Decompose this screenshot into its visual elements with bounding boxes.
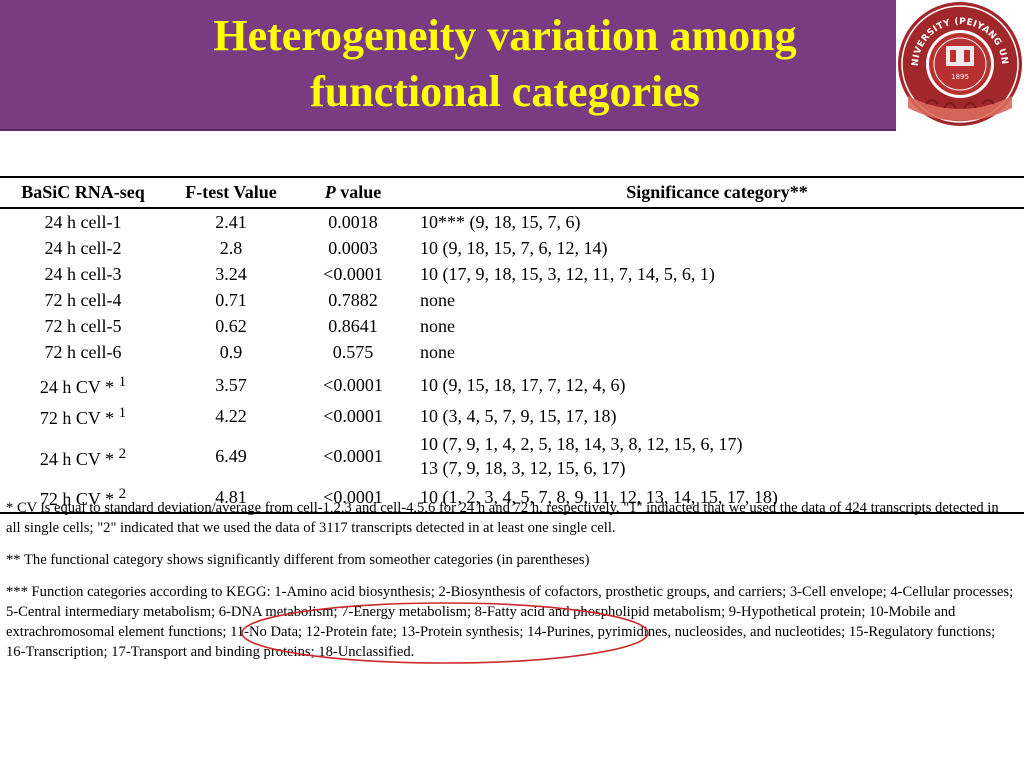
table-row: 24 h cell-1 2.41 0.0018 10*** (9, 18, 15… [0,208,1024,235]
footnote-cv: * CV is equal to standard deviation/aver… [6,500,999,536]
table-row: 24 h CV * 1 3.57 <0.0001 10 (9, 15, 18, … [0,365,1024,400]
svg-text:1895: 1895 [951,73,969,81]
row-p-value: 0.0003 [328,238,378,258]
row-p-value: 0.575 [332,342,374,362]
row-significance: none [420,316,455,336]
header-p-letter: P [324,182,336,202]
row-name: 24 h cell-3 [44,264,122,284]
table-row: 72 h CV * 2 4.81 <0.0001 10 (1, 2, 3, 4,… [0,481,1024,514]
row-f-value: 6.49 [215,446,247,466]
row-name-sup: 1 [118,405,127,421]
row-name-sup: 2 [118,445,127,462]
row-significance: none [420,290,455,310]
row-significance-line-2: 13 (7, 9, 18, 3, 12, 15, 6, 17) [420,458,626,478]
title-banner [0,0,896,131]
row-p-value: <0.0001 [323,264,383,284]
table-row: 24 h CV * 2 6.49 <0.0001 10 (7, 9, 1, 4,… [0,431,1024,481]
table-row: 72 h cell-5 0.62 0.8641 none [0,313,1024,339]
highlight-ellipse [241,602,649,664]
title-line-1: Heterogeneity variation among [213,11,797,60]
header-f-test: F-test Value [166,176,296,209]
row-significance: 10 (3, 4, 5, 7, 9, 15, 17, 18) [420,405,617,426]
row-name: 24 h cell-2 [44,238,122,258]
title-line-2: functional categories [310,67,700,116]
row-significance: 10 (1, 2, 3, 4, 5, 7, 8, 9, 11, 12, 13, … [410,481,1024,514]
row-f-value: 4.81 [166,481,296,514]
footnotes: * CV is equal to standard deviation/aver… [6,498,1016,662]
row-significance: 10 (7, 9, 1, 4, 2, 5, 18, 14, 3, 8, 12, … [410,431,1024,481]
table-row: 24 h cell-2 2.8 0.0003 10 (9, 18, 15, 7,… [0,235,1024,261]
header-significance: Significance category** [410,176,1024,209]
row-name: 72 h cell-6 [44,342,122,362]
row-significance: 10 (17, 9, 18, 15, 3, 12, 11, 7, 14, 5, … [420,264,715,284]
row-p-value: 0.8641 [328,316,378,336]
row-f-value: 2.8 [219,238,243,258]
row-significance: none [420,342,455,362]
row-name: 24 h CV * 2 [0,431,166,481]
row-f-value: 0.9 [219,342,243,362]
row-significance: 10 (9, 18, 15, 7, 6, 12, 14) [420,238,608,258]
row-p-value: <0.0001 [296,481,410,514]
row-name-text: 24 h CV * [39,377,119,397]
header-p-rest: value [335,182,382,202]
header-basic-rna-seq: BaSiC RNA-seq [0,176,166,209]
row-f-value: 2.41 [215,212,247,232]
footnote-significance: ** The functional category shows signifi… [6,552,590,568]
header-p-value: P value [296,176,410,209]
row-name-text: 24 h CV * [39,448,119,469]
table-row: 72 h CV * 1 4.22 <0.0001 10 (3, 4, 5, 7,… [0,400,1024,431]
row-p-value: <0.0001 [323,446,383,466]
table-row: 24 h cell-3 3.24 <0.0001 10 (17, 9, 18, … [0,261,1024,287]
row-f-value: 0.71 [215,290,247,310]
table-header-row: BaSiC RNA-seq F-test Value P value Signi… [0,176,1024,209]
university-seal-icon: TIANJIN UNIVERSITY (PEIYANG UNIVERSITY) … [892,0,1022,126]
table-row: 72 h cell-6 0.9 0.575 none [0,339,1024,365]
row-name-sup: 1 [118,374,127,390]
row-significance: 10*** (9, 18, 15, 7, 6) [420,212,581,232]
row-name: 72 h CV * 2 [0,481,166,514]
slide-title: Heterogeneity variation among functional… [0,8,1010,120]
university-logo: TIANJIN UNIVERSITY (PEIYANG UNIVERSITY) … [892,0,1024,129]
row-significance-line-1: 10 (7, 9, 1, 4, 2, 5, 18, 14, 3, 8, 12, … [420,434,743,454]
row-name-sup: 2 [118,486,127,502]
row-f-value: 3.57 [215,374,247,395]
results-table: BaSiC RNA-seq F-test Value P value Signi… [0,176,1024,514]
row-p-value: 0.7882 [328,290,378,310]
row-name-text: 72 h CV * [39,489,119,509]
row-name: 72 h cell-4 [44,290,122,310]
table-row: 72 h cell-4 0.71 0.7882 none [0,287,1024,313]
row-p-value: <0.0001 [323,374,383,395]
row-p-value: 0.0018 [328,212,378,232]
row-name-text: 72 h CV * [39,408,119,428]
row-f-value: 3.24 [215,264,247,284]
row-f-value: 4.22 [215,405,247,426]
row-name: 24 h CV * 1 [0,365,166,400]
row-significance: 10 (9, 15, 18, 17, 7, 12, 4, 6) [420,374,626,395]
row-name: 72 h cell-5 [44,316,122,336]
row-name: 72 h CV * 1 [0,400,166,431]
row-name: 24 h cell-1 [44,212,122,232]
row-p-value: <0.0001 [323,405,383,426]
row-f-value: 0.62 [215,316,247,336]
